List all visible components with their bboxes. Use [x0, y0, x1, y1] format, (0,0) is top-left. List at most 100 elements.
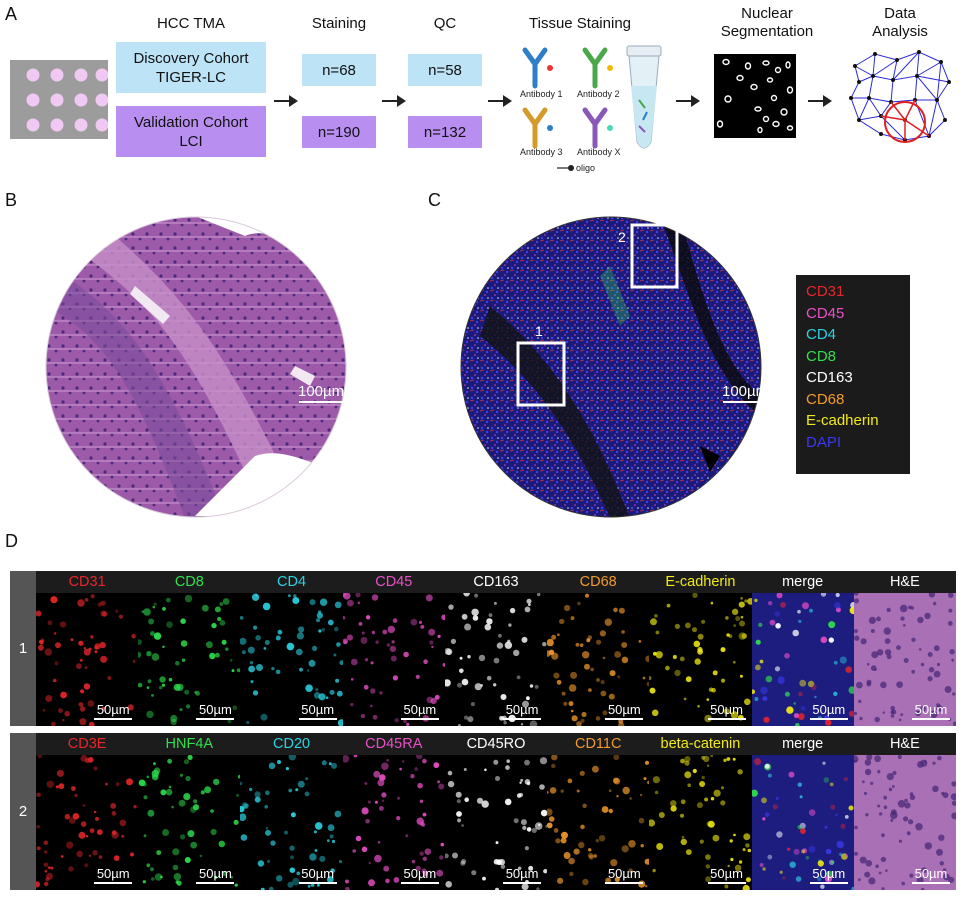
- tile-scale-line: [298, 718, 337, 720]
- tile-scale-line: [196, 718, 235, 720]
- tile-scale-label: 50µm: [607, 866, 641, 881]
- tile-label: H&E: [853, 733, 956, 755]
- qc-discovery-count: n=58: [408, 54, 482, 86]
- tile-image: [751, 571, 854, 726]
- tile-scale-line: [809, 882, 848, 884]
- panel-c-scale-label: 100µm: [722, 383, 769, 400]
- tile-scale-bar: 50µm: [809, 866, 848, 884]
- tile-image: [444, 733, 548, 890]
- tile-label: CD11C: [547, 733, 650, 755]
- tile-scale-line: [605, 718, 644, 720]
- tile-scale-bar: 50µm: [503, 702, 542, 720]
- tma-slide: [10, 60, 109, 139]
- tile-hnf4a: HNF4A 50µm: [138, 733, 241, 890]
- tile-scale-label: 50µm: [812, 702, 846, 717]
- roi-label-2: 2: [618, 229, 626, 245]
- qc-title: QC: [433, 15, 457, 32]
- tile-image: [138, 733, 241, 890]
- roi-label-1: 1: [535, 323, 543, 339]
- tile-image: [342, 733, 445, 890]
- tile-scale-bar: 50µm: [911, 702, 950, 720]
- legend-item-cd45: CD45: [806, 304, 845, 322]
- tube-icon: [626, 45, 662, 149]
- panel-b-scale-label: 100µm: [298, 383, 345, 400]
- tile-label: CD163: [444, 571, 548, 593]
- tile-beta-catenin: beta-catenin 50µm: [649, 733, 752, 890]
- panel-label-b: B: [5, 190, 18, 210]
- tile-image: [36, 733, 139, 890]
- tile-scale-bar: 50µm: [196, 702, 235, 720]
- arrow-1: [274, 95, 298, 107]
- discovery-cohort-box: Discovery Cohort TIGER-LC: [116, 42, 266, 93]
- tile-merge: merge 50µm: [751, 733, 854, 890]
- panel-label-c: C: [428, 190, 441, 210]
- row-1-label: 1: [10, 571, 36, 726]
- tile-e-cadherin: E-cadherin 50µm: [649, 571, 752, 726]
- tile-cd163: CD163 50µm: [444, 571, 548, 726]
- tile-image: [547, 571, 650, 726]
- tile-cd20: CD20 50µm: [240, 733, 343, 890]
- tile-label: merge: [751, 571, 854, 593]
- antibody-x-label: Antibody X: [577, 147, 621, 157]
- tile-cd31: CD31 50µm: [36, 571, 139, 726]
- panel-c-scale: 100µm: [722, 383, 768, 403]
- tile-image: [138, 571, 241, 726]
- panel-label-d: D: [5, 531, 18, 551]
- qc-validation-count: n=132: [408, 116, 482, 148]
- tile-label: beta-catenin: [649, 733, 752, 755]
- antibody-2-label: Antibody 2: [577, 89, 620, 99]
- tile-cd3e: CD3E 50µm: [36, 733, 139, 890]
- antibody-x-icon: [582, 107, 608, 149]
- tile-scale-line: [809, 718, 848, 720]
- tile-label: CD4: [240, 571, 343, 593]
- arrow-3: [488, 95, 512, 107]
- tile-image: [444, 571, 548, 726]
- tile-scale-bar: 50µm: [503, 866, 542, 884]
- antibody-diagram: [522, 45, 662, 171]
- roi-box-2: [630, 223, 679, 289]
- analysis-title: Data Analysis: [872, 5, 928, 40]
- graph-analysis-image: [849, 50, 951, 143]
- panel-b-scale: 100µm: [298, 383, 344, 403]
- tile-scale-label: 50µm: [505, 702, 539, 717]
- staining-discovery-count: n=68: [302, 54, 376, 86]
- tile-scale-label: 50µm: [199, 866, 232, 881]
- tile-label: CD3E: [36, 733, 139, 755]
- tile-scale-bar: 50µm: [707, 866, 746, 884]
- tile-scale-label: 50µm: [710, 702, 743, 717]
- tile-image: [853, 733, 956, 890]
- tile-scale-line: [298, 882, 337, 884]
- tile-label: CD20: [240, 733, 343, 755]
- antibody-2-icon: [582, 47, 608, 89]
- tile-scale-bar: 50µm: [911, 866, 950, 884]
- tile-scale-bar: 50µm: [196, 866, 235, 884]
- arrow-2: [382, 95, 406, 107]
- legend-item-cd4: CD4: [806, 326, 837, 343]
- tile-scale-label: 50µm: [301, 866, 335, 881]
- tile-image: [649, 733, 752, 890]
- legend-item-cd31: CD31: [806, 283, 845, 300]
- tile-h-e: H&E 50µm: [853, 733, 956, 890]
- tile-cd8: CD8 50µm: [138, 571, 241, 726]
- panel-c-scale-bar: [723, 401, 768, 403]
- tile-scale-label: 50µm: [914, 702, 948, 717]
- tile-scale-label: 50µm: [301, 702, 335, 717]
- tile-image: [649, 571, 752, 726]
- validation-cohort-box: Validation Cohort LCI: [116, 106, 266, 157]
- tile-label: H&E: [853, 571, 956, 593]
- arrow-4: [676, 95, 700, 107]
- tile-scale-bar: 50µm: [707, 702, 746, 720]
- multiplex-core-image: [460, 216, 762, 518]
- tile-scale-line: [94, 718, 133, 720]
- tile-scale-label: 50µm: [96, 866, 130, 881]
- tile-label: CD45RO: [444, 733, 548, 755]
- legend-item-e-cadherin: E-cadherin: [806, 412, 879, 429]
- arrow-5: [808, 95, 832, 107]
- antibody-1-label: Antibody 1: [520, 89, 563, 99]
- tile-label: HNF4A: [138, 733, 241, 755]
- tile-scale-line: [605, 882, 644, 884]
- tile-cd45: CD45 50µm: [342, 571, 445, 726]
- panel-d-row-1: 1 CD31 50µm CD8 50µm CD4 50µm CD45 50µm CD163 50µ…: [10, 571, 956, 726]
- tile-scale-bar: 50µm: [809, 702, 848, 720]
- antibody-1-icon: [522, 47, 548, 89]
